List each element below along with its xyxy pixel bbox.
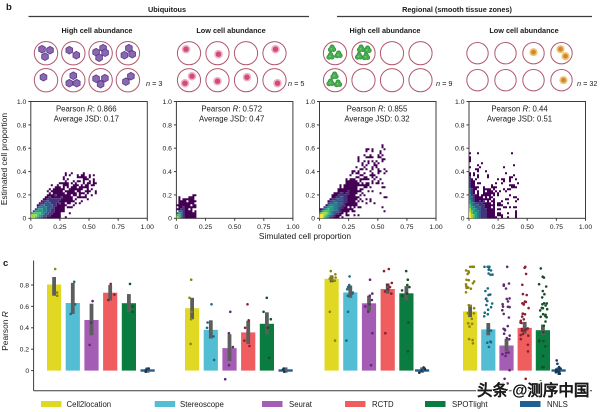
svg-text:0.8: 0.8 [306, 122, 316, 129]
svg-text:0.25: 0.25 [199, 224, 212, 231]
svg-text:0.75: 0.75 [112, 224, 125, 231]
svg-text:Estimated cell proportion: Estimated cell proportion [0, 113, 9, 206]
svg-text:Stereoscope: Stereoscope [180, 400, 224, 409]
svg-text:c: c [3, 258, 8, 269]
svg-text:n = 9: n = 9 [436, 79, 452, 88]
svg-text:b: b [6, 2, 12, 13]
svg-text:0.6: 0.6 [162, 146, 172, 153]
svg-text:0.2: 0.2 [162, 192, 172, 199]
svg-text:0.25: 0.25 [491, 224, 504, 231]
svg-text:0.2: 0.2 [20, 347, 30, 354]
svg-text:Ubiquitous: Ubiquitous [148, 5, 186, 14]
svg-text:Pearson R: 0.866: Pearson R: 0.866 [56, 105, 117, 114]
svg-text:0.50: 0.50 [228, 224, 241, 231]
svg-text:Average JSD: 0.51: Average JSD: 0.51 [487, 115, 552, 124]
svg-text:0.4: 0.4 [162, 169, 172, 176]
svg-text:0.4: 0.4 [455, 169, 465, 176]
svg-text:0.2: 0.2 [306, 192, 316, 199]
svg-text:n = 3: n = 3 [146, 79, 162, 88]
svg-text:Low cell abundance: Low cell abundance [489, 26, 558, 35]
svg-text:0: 0 [175, 224, 179, 231]
svg-text:0.25: 0.25 [53, 224, 66, 231]
svg-text:0: 0 [29, 224, 33, 231]
svg-text:0.6: 0.6 [20, 304, 30, 311]
svg-text:0: 0 [168, 216, 172, 223]
svg-text:0.50: 0.50 [521, 224, 534, 231]
svg-text:0.8: 0.8 [17, 122, 27, 129]
svg-text:0.8: 0.8 [162, 122, 172, 129]
svg-text:Low cell abundance: Low cell abundance [196, 26, 265, 35]
svg-text:Average JSD: 0.47: Average JSD: 0.47 [199, 115, 264, 124]
svg-text:0.6: 0.6 [306, 146, 316, 153]
svg-text:Average JSD: 0.17: Average JSD: 0.17 [54, 115, 119, 124]
svg-text:0.75: 0.75 [400, 224, 413, 231]
svg-text:0.25: 0.25 [342, 224, 355, 231]
svg-text:0.50: 0.50 [82, 224, 95, 231]
svg-text:Cell2location: Cell2location [67, 400, 112, 409]
svg-text:0.8: 0.8 [455, 122, 465, 129]
svg-text:0.8: 0.8 [20, 282, 30, 289]
svg-text:Simulated cell proportion: Simulated cell proportion [259, 231, 352, 241]
svg-text:n = 5: n = 5 [288, 79, 304, 88]
svg-text:1.0: 1.0 [455, 99, 465, 106]
svg-text:Seurat: Seurat [289, 400, 313, 409]
svg-text:头条 @测序中国: 头条 @测序中国 [477, 381, 589, 400]
svg-text:0.2: 0.2 [17, 192, 27, 199]
svg-text:0.4: 0.4 [17, 169, 27, 176]
svg-text:0: 0 [318, 224, 322, 231]
svg-text:1.0: 1.0 [162, 99, 172, 106]
svg-text:1.0: 1.0 [306, 99, 316, 106]
svg-text:Pearson R: 0.572: Pearson R: 0.572 [201, 105, 262, 114]
svg-text:头条 @测序中国: 头条 @测序中国 [477, 381, 589, 400]
svg-text:1.00: 1.00 [579, 224, 592, 231]
svg-text:0.4: 0.4 [20, 325, 30, 332]
svg-text:0.4: 0.4 [306, 169, 316, 176]
svg-text:Average JSD: 0.32: Average JSD: 0.32 [344, 115, 409, 124]
svg-text:Pearson R: 0.44: Pearson R: 0.44 [491, 105, 548, 114]
svg-text:1.0: 1.0 [17, 99, 27, 106]
svg-text:0: 0 [467, 224, 471, 231]
svg-text:1.00: 1.00 [286, 224, 299, 231]
svg-text:RCTD: RCTD [372, 400, 394, 409]
svg-text:0: 0 [25, 368, 29, 375]
svg-text:0.6: 0.6 [17, 146, 27, 153]
svg-text:SPOTlight: SPOTlight [452, 400, 488, 409]
svg-text:Regional (smooth tissue zones): Regional (smooth tissue zones) [402, 5, 512, 14]
svg-text:0.75: 0.75 [550, 224, 563, 231]
svg-text:Pearson R: Pearson R [0, 311, 10, 351]
svg-text:0.6: 0.6 [455, 146, 465, 153]
svg-text:1.00: 1.00 [429, 224, 442, 231]
svg-text:0: 0 [461, 216, 465, 223]
svg-text:0.50: 0.50 [371, 224, 384, 231]
svg-text:0.75: 0.75 [257, 224, 270, 231]
svg-text:High cell abundance: High cell abundance [62, 26, 133, 35]
svg-text:NNLS: NNLS [547, 400, 568, 409]
svg-text:0: 0 [311, 216, 315, 223]
svg-text:n = 32: n = 32 [577, 79, 598, 88]
svg-text:High cell abundance: High cell abundance [350, 26, 421, 35]
svg-text:0: 0 [23, 216, 27, 223]
svg-text:0.2: 0.2 [455, 192, 465, 199]
svg-text:1.00: 1.00 [141, 224, 154, 231]
svg-text:Pearson R: 0.855: Pearson R: 0.855 [347, 105, 408, 114]
